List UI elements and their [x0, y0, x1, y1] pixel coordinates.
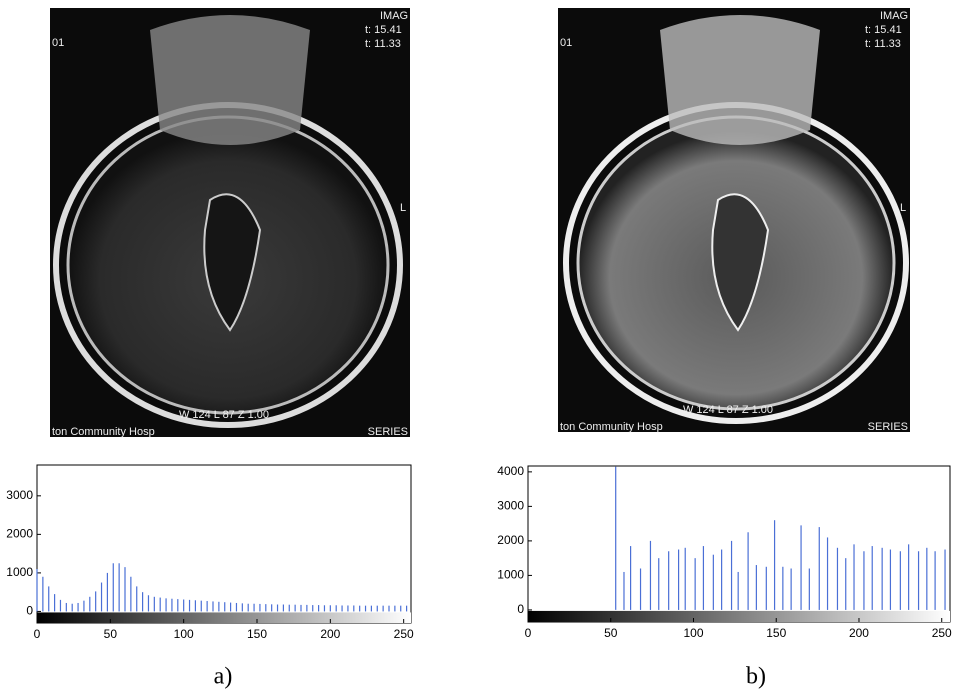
y-tick-label: 4000	[497, 464, 524, 478]
image-overlay-text: SERIES	[368, 426, 408, 438]
image-overlay-text: L	[400, 202, 406, 214]
x-tick-label: 0	[34, 627, 41, 641]
image-overlay-text: IMAG	[380, 10, 408, 22]
x-tick-label: 250	[932, 626, 952, 640]
grayscale-bar	[528, 610, 950, 622]
image-overlay-text: ton Community Hosp	[560, 421, 663, 433]
ct-image-a	[50, 8, 410, 437]
x-tick-label: 0	[525, 626, 532, 640]
x-tick-label: 50	[104, 627, 118, 641]
grayscale-bar	[37, 612, 411, 623]
plot-area	[527, 465, 951, 623]
y-tick-label: 0	[517, 602, 524, 616]
image-overlay-text: L	[900, 202, 906, 214]
ct-image-b	[558, 8, 910, 432]
image-overlay-text: W 124 L 87 Z 1.00	[179, 409, 269, 421]
x-tick-label: 100	[683, 626, 703, 640]
image-overlay-text: 01	[52, 37, 64, 49]
image-overlay-text: t: 15.41	[865, 24, 902, 36]
x-tick-label: 200	[320, 627, 340, 641]
image-overlay-text: W 124 L 87 Z 1.00	[683, 404, 773, 416]
y-tick-label: 1000	[497, 568, 524, 582]
image-overlay-text: t: 11.33	[365, 38, 401, 50]
y-tick-label: 0	[26, 604, 33, 618]
plot-area	[36, 464, 412, 624]
x-tick-label: 200	[849, 626, 869, 640]
image-overlay-text: t: 15.41	[365, 24, 402, 36]
caption: a)	[214, 664, 233, 690]
image-overlay-text: 01	[560, 37, 572, 49]
y-tick-label: 1000	[6, 565, 33, 579]
image-overlay-text: IMAG	[880, 10, 908, 22]
caption: b)	[746, 664, 766, 690]
y-tick-label: 2000	[6, 527, 33, 541]
x-tick-label: 100	[174, 627, 194, 641]
y-tick-label: 2000	[497, 533, 524, 547]
x-tick-label: 150	[766, 626, 786, 640]
x-tick-label: 250	[394, 627, 414, 641]
y-tick-label: 3000	[497, 499, 524, 513]
y-tick-label: 3000	[6, 488, 33, 502]
image-overlay-text: t: 11.33	[865, 38, 901, 50]
image-overlay-text: ton Community Hosp	[52, 426, 155, 438]
x-tick-label: 150	[247, 627, 267, 641]
x-tick-label: 50	[604, 626, 618, 640]
image-overlay-text: SERIES	[868, 421, 908, 433]
